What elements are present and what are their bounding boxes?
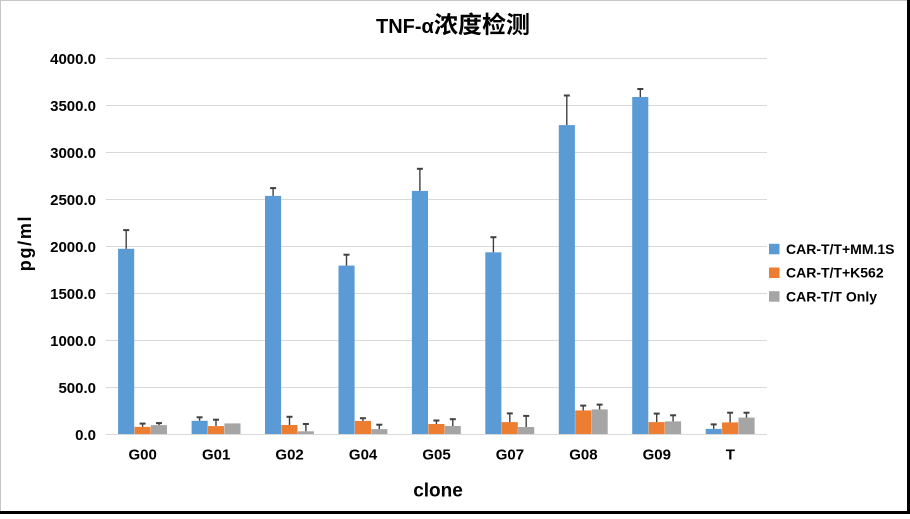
svg-text:G07: G07 — [496, 447, 524, 464]
svg-text:4000.0: 4000.0 — [50, 51, 96, 68]
svg-text:CAR-T/T+K562: CAR-T/T+K562 — [786, 265, 884, 281]
svg-text:G08: G08 — [569, 447, 597, 464]
svg-text:clone: clone — [413, 481, 463, 502]
svg-text:1000.0: 1000.0 — [50, 333, 96, 350]
svg-text:G00: G00 — [129, 447, 157, 464]
svg-text:T: T — [726, 447, 735, 464]
svg-text:TNF-α: TNF-α — [376, 16, 435, 38]
svg-text:CAR-T/T Only: CAR-T/T Only — [786, 288, 877, 304]
svg-text:2500.0: 2500.0 — [50, 192, 96, 209]
svg-text:G02: G02 — [275, 447, 303, 464]
svg-text:0.0: 0.0 — [75, 427, 96, 444]
svg-text:500.0: 500.0 — [58, 380, 96, 397]
svg-text:2000.0: 2000.0 — [50, 239, 96, 256]
svg-text:CAR-T/T+MM.1S: CAR-T/T+MM.1S — [786, 241, 895, 257]
svg-text:1500.0: 1500.0 — [50, 286, 96, 303]
svg-text:G09: G09 — [643, 447, 671, 464]
svg-text:G04: G04 — [349, 447, 378, 464]
svg-text:G01: G01 — [202, 447, 230, 464]
svg-text:G05: G05 — [422, 447, 450, 464]
svg-text:3000.0: 3000.0 — [50, 145, 96, 162]
svg-text:3500.0: 3500.0 — [50, 98, 96, 115]
svg-text:pg/ml: pg/ml — [15, 215, 35, 272]
